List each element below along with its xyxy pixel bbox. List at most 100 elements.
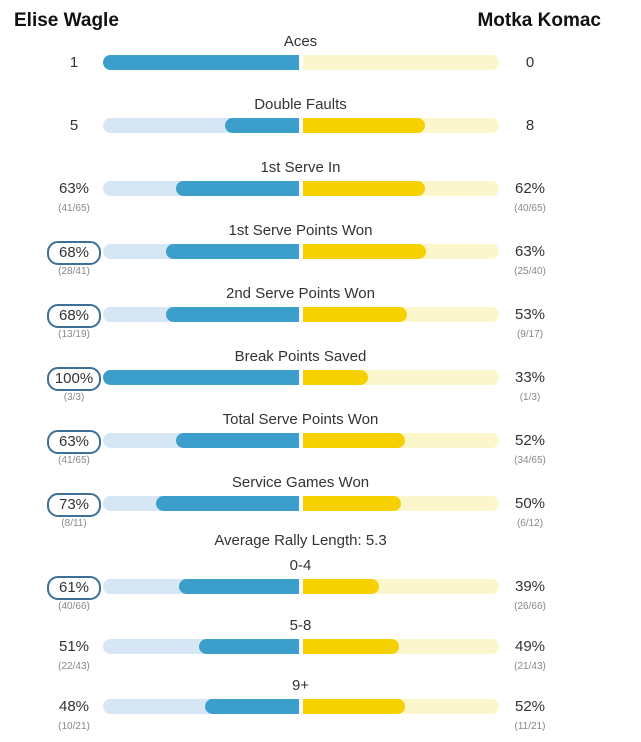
left-value: 48% xyxy=(58,698,90,715)
left-value: 5 xyxy=(69,117,79,134)
right-bar-track xyxy=(303,55,499,70)
stat-label: 1st Serve Points Won xyxy=(228,222,373,239)
left-bar-fill xyxy=(165,307,299,322)
stat-label: Total Serve Points Won xyxy=(222,411,379,428)
stat-label: Break Points Saved xyxy=(234,348,367,365)
stat-label: 0-4 xyxy=(289,557,312,574)
right-bar-track xyxy=(303,699,499,714)
rally-length-header: Average Rally Length: 5.3 xyxy=(214,532,387,549)
left-bar-fill xyxy=(204,699,299,714)
right-value: 53% xyxy=(514,306,546,323)
left-value: 1 xyxy=(69,54,79,71)
right-fraction: (34/65) xyxy=(514,455,546,466)
left-bar-track xyxy=(103,370,299,385)
left-bar-track xyxy=(103,639,299,654)
right-fraction: (25/40) xyxy=(514,266,546,277)
stat-row: 2nd Serve Points Won 68% 53% (13/19) (9/17) xyxy=(0,285,641,345)
right-bar-fill xyxy=(303,639,400,654)
left-fraction: (13/19) xyxy=(58,329,90,340)
stat-label: Double Faults xyxy=(254,96,347,113)
stat-row: Break Points Saved 100% 33% (3/3) (1/3) xyxy=(0,348,641,408)
left-fraction: (41/65) xyxy=(58,203,90,214)
stat-row: Aces 1 0 xyxy=(0,33,641,93)
right-fraction: (40/65) xyxy=(514,203,546,214)
left-bar-track xyxy=(103,55,299,70)
player-left-name: Elise Wagle xyxy=(14,10,119,31)
right-bar-track xyxy=(303,370,499,385)
stat-row: Double Faults 5 8 xyxy=(0,96,641,156)
right-bar-track xyxy=(303,639,499,654)
left-bar-track xyxy=(103,699,299,714)
right-bar-track xyxy=(303,433,499,448)
stat-row: 5-8 51% 49% (22/43) (21/43) xyxy=(0,617,641,677)
right-bar-fill xyxy=(303,370,368,385)
left-fraction: (8/11) xyxy=(61,518,87,529)
left-bar-track xyxy=(103,181,299,196)
right-fraction: (21/43) xyxy=(514,661,546,672)
right-value: 52% xyxy=(514,698,546,715)
right-value: 33% xyxy=(514,369,546,386)
left-bar-fill xyxy=(165,244,299,259)
right-bar-track xyxy=(303,496,499,511)
stat-row: 1st Serve In 63% 62% (41/65) (40/65) xyxy=(0,159,641,219)
left-bar-track xyxy=(103,496,299,511)
right-bar-track xyxy=(303,307,499,322)
right-fraction: (1/3) xyxy=(519,392,541,403)
stat-label: Aces xyxy=(283,33,318,50)
left-bar-track xyxy=(103,433,299,448)
right-value: 0 xyxy=(525,54,535,71)
left-value: 100% xyxy=(47,367,101,391)
right-fraction: (26/66) xyxy=(514,601,546,612)
player-right-name: Motka Komac xyxy=(477,10,601,31)
left-bar-track xyxy=(103,307,299,322)
right-bar-track xyxy=(303,244,499,259)
right-value: 39% xyxy=(514,578,546,595)
stat-row: 0-4 61% 39% (40/66) (26/66) xyxy=(0,557,641,617)
left-fraction: (40/66) xyxy=(58,601,90,612)
left-fraction: (41/65) xyxy=(58,455,90,466)
right-fraction: (9/17) xyxy=(516,329,544,340)
left-bar-track xyxy=(103,579,299,594)
left-bar-fill xyxy=(224,118,299,133)
stat-label: Service Games Won xyxy=(231,474,370,491)
right-bar-track xyxy=(303,118,499,133)
right-value: 49% xyxy=(514,638,546,655)
stat-label: 1st Serve In xyxy=(260,159,341,176)
left-fraction: (10/21) xyxy=(58,721,90,732)
right-fraction: (11/21) xyxy=(514,721,546,732)
left-bar-fill xyxy=(155,496,299,511)
left-value: 51% xyxy=(58,638,90,655)
left-bar-fill xyxy=(199,639,299,654)
right-value: 8 xyxy=(525,117,535,134)
stat-label: 5-8 xyxy=(289,617,312,634)
stat-label: 9+ xyxy=(291,677,310,694)
right-fraction: (6/12) xyxy=(516,518,544,529)
stat-label: 2nd Serve Points Won xyxy=(226,285,375,302)
left-bar-fill xyxy=(103,55,299,70)
left-bar-fill xyxy=(175,181,299,196)
stat-row: 1st Serve Points Won 68% 63% (28/41) (25/40) xyxy=(0,222,641,282)
left-value: 61% xyxy=(47,576,101,600)
left-bar-fill xyxy=(179,579,299,594)
stat-row: Total Serve Points Won 63% 52% (41/65) (34/6… xyxy=(0,411,641,471)
right-bar-fill xyxy=(303,433,405,448)
left-bar-track xyxy=(103,244,299,259)
right-bar-fill xyxy=(303,699,405,714)
right-bar-fill xyxy=(303,307,407,322)
left-value: 73% xyxy=(47,493,101,517)
left-fraction: (22/43) xyxy=(58,661,90,672)
left-bar-fill xyxy=(103,370,299,385)
right-bar-fill xyxy=(303,118,425,133)
stat-row: 9+ 48% 52% (10/21) (11/21) xyxy=(0,677,641,737)
left-bar-track xyxy=(103,118,299,133)
right-value: 63% xyxy=(514,243,546,260)
right-bar-track xyxy=(303,181,499,196)
left-value: 63% xyxy=(58,180,90,197)
right-value: 52% xyxy=(514,432,546,449)
left-value: 63% xyxy=(47,430,101,454)
left-fraction: (3/3) xyxy=(63,392,85,403)
right-bar-fill xyxy=(303,244,427,259)
right-value: 50% xyxy=(514,495,546,512)
right-value: 62% xyxy=(514,180,546,197)
